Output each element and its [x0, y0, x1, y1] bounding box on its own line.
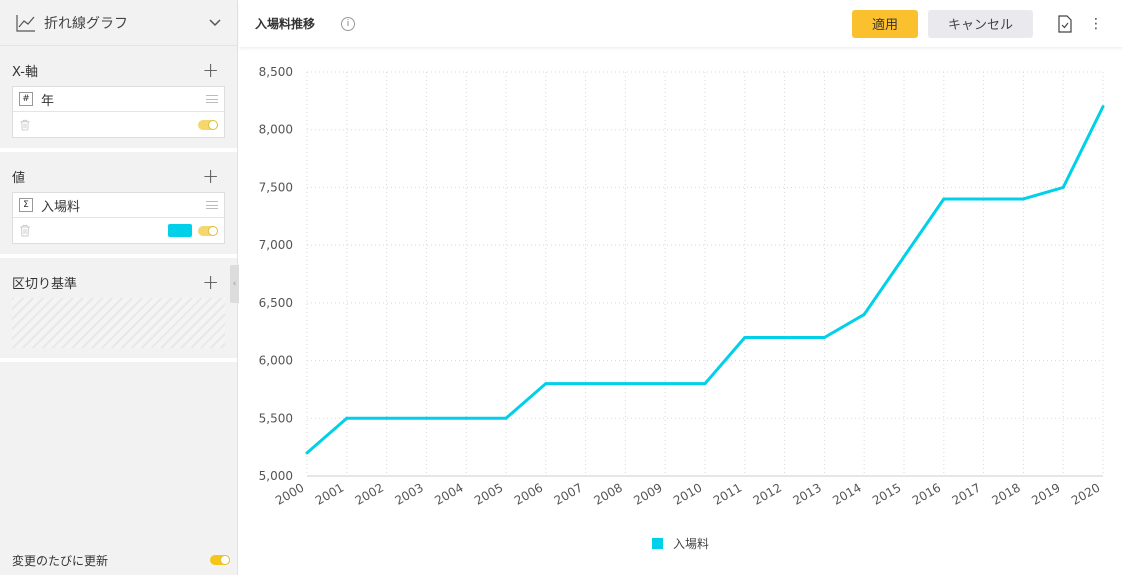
- cancel-button[interactable]: キャンセル: [928, 9, 1033, 38]
- sum-type-icon: Σ: [19, 198, 33, 212]
- y-tick-label: 6,500: [259, 296, 293, 310]
- data-point: [902, 255, 906, 259]
- data-point: [743, 335, 747, 339]
- x-axis-title: X-軸: [12, 64, 38, 80]
- y-tick-label: 5,500: [259, 411, 293, 425]
- legend-swatch: [652, 538, 663, 549]
- x-tick-label: 2006: [512, 480, 545, 507]
- x-axis-toggle[interactable]: [198, 119, 218, 130]
- trash-icon[interactable]: [19, 224, 31, 237]
- x-axis-field: # 年: [12, 86, 225, 138]
- number-type-icon: #: [19, 92, 33, 106]
- chart-type-selector[interactable]: 折れ線グラフ: [0, 0, 237, 46]
- auto-update-label: 変更のたびに更新: [12, 553, 109, 568]
- data-point: [982, 197, 986, 201]
- x-tick-label: 2003: [392, 480, 425, 507]
- x-tick-label: 2019: [1029, 480, 1062, 507]
- info-icon[interactable]: i: [341, 16, 356, 31]
- legend-label: 入場料: [673, 537, 710, 551]
- x-tick-label: 2017: [950, 480, 983, 507]
- data-point: [504, 416, 508, 420]
- data-point: [424, 416, 428, 420]
- x-axis-field-name[interactable]: 年: [41, 93, 55, 109]
- data-point: [345, 416, 349, 420]
- auto-update-toggle[interactable]: [210, 555, 230, 565]
- values-field: Σ 入場料: [12, 192, 225, 244]
- data-point: [623, 382, 627, 386]
- export-document-icon[interactable]: [1057, 14, 1073, 33]
- trash-icon[interactable]: [19, 119, 31, 131]
- data-point: [1061, 185, 1065, 189]
- x-tick-label: 2009: [631, 480, 664, 507]
- data-point: [703, 382, 707, 386]
- line-chart-icon: [16, 14, 35, 32]
- x-tick-label: 2016: [910, 480, 943, 507]
- x-tick-label: 2013: [790, 480, 823, 507]
- more-options-icon[interactable]: ⋮: [1089, 15, 1103, 32]
- values-field-name[interactable]: 入場料: [41, 199, 81, 215]
- x-tick-label: 2010: [671, 480, 704, 507]
- x-tick-label: 2002: [353, 480, 386, 507]
- page-title: 入場料推移: [255, 17, 316, 31]
- chevron-down-icon[interactable]: [209, 18, 221, 27]
- data-point: [584, 382, 588, 386]
- x-tick-label: 2011: [711, 480, 744, 507]
- y-tick-label: 6,000: [259, 354, 293, 368]
- add-breakdown-button[interactable]: +: [202, 270, 219, 294]
- x-tick-label: 2018: [989, 480, 1022, 507]
- x-tick-label: 2020: [1069, 480, 1102, 507]
- add-x-axis-button[interactable]: +: [202, 58, 219, 82]
- x-tick-label: 2004: [432, 480, 465, 507]
- x-tick-label: 2001: [313, 480, 346, 507]
- auto-update-row: 変更のたびに更新: [0, 545, 238, 575]
- y-tick-label: 7,000: [259, 238, 293, 252]
- x-tick-label: 2007: [552, 480, 585, 507]
- data-point: [464, 416, 468, 420]
- data-point: [663, 382, 667, 386]
- y-tick-label: 8,000: [259, 123, 293, 137]
- x-tick-label: 2015: [870, 480, 903, 507]
- drag-handle-icon[interactable]: [206, 95, 218, 103]
- x-tick-label: 2014: [830, 480, 863, 507]
- data-point: [1101, 105, 1105, 109]
- chart-type-label: 折れ線グラフ: [44, 15, 128, 32]
- x-tick-label: 2000: [273, 480, 306, 507]
- x-tick-label: 2005: [472, 480, 505, 507]
- data-point: [862, 312, 866, 316]
- collapse-sidebar-handle[interactable]: ‹: [230, 265, 239, 303]
- x-tick-label: 2008: [591, 480, 624, 507]
- topbar: 入場料推移 i 適用 キャンセル ⋮: [239, 0, 1123, 47]
- breakdown-title: 区切り基準: [12, 276, 78, 292]
- series-color-swatch[interactable]: [168, 224, 192, 237]
- values-section: 値 + Σ 入場料: [0, 152, 237, 258]
- values-title: 値: [12, 170, 26, 186]
- y-tick-label: 8,500: [259, 65, 293, 79]
- data-point: [1021, 197, 1025, 201]
- values-toggle[interactable]: [198, 225, 218, 236]
- data-point: [544, 382, 548, 386]
- data-point: [305, 451, 309, 455]
- apply-button[interactable]: 適用: [852, 9, 918, 38]
- add-value-button[interactable]: +: [202, 164, 219, 188]
- breakdown-section: 区切り基準 +: [0, 258, 237, 362]
- data-point: [385, 416, 389, 420]
- y-tick-label: 5,000: [259, 469, 293, 483]
- drag-handle-icon[interactable]: [206, 201, 218, 209]
- x-tick-label: 2012: [751, 480, 784, 507]
- x-axis-section: X-軸 + # 年: [0, 46, 237, 152]
- data-point: [942, 197, 946, 201]
- data-point: [822, 335, 826, 339]
- data-point: [783, 335, 787, 339]
- chart-legend: 入場料: [652, 535, 709, 552]
- sidebar: 折れ線グラフ X-軸 + # 年: [0, 0, 238, 575]
- line-chart: 5,000 5,500 6,000 6,500 7,000 7,500 8,000 8,500…: [259, 65, 1105, 508]
- y-tick-label: 7,500: [259, 180, 293, 194]
- breakdown-drop-zone[interactable]: [12, 298, 225, 348]
